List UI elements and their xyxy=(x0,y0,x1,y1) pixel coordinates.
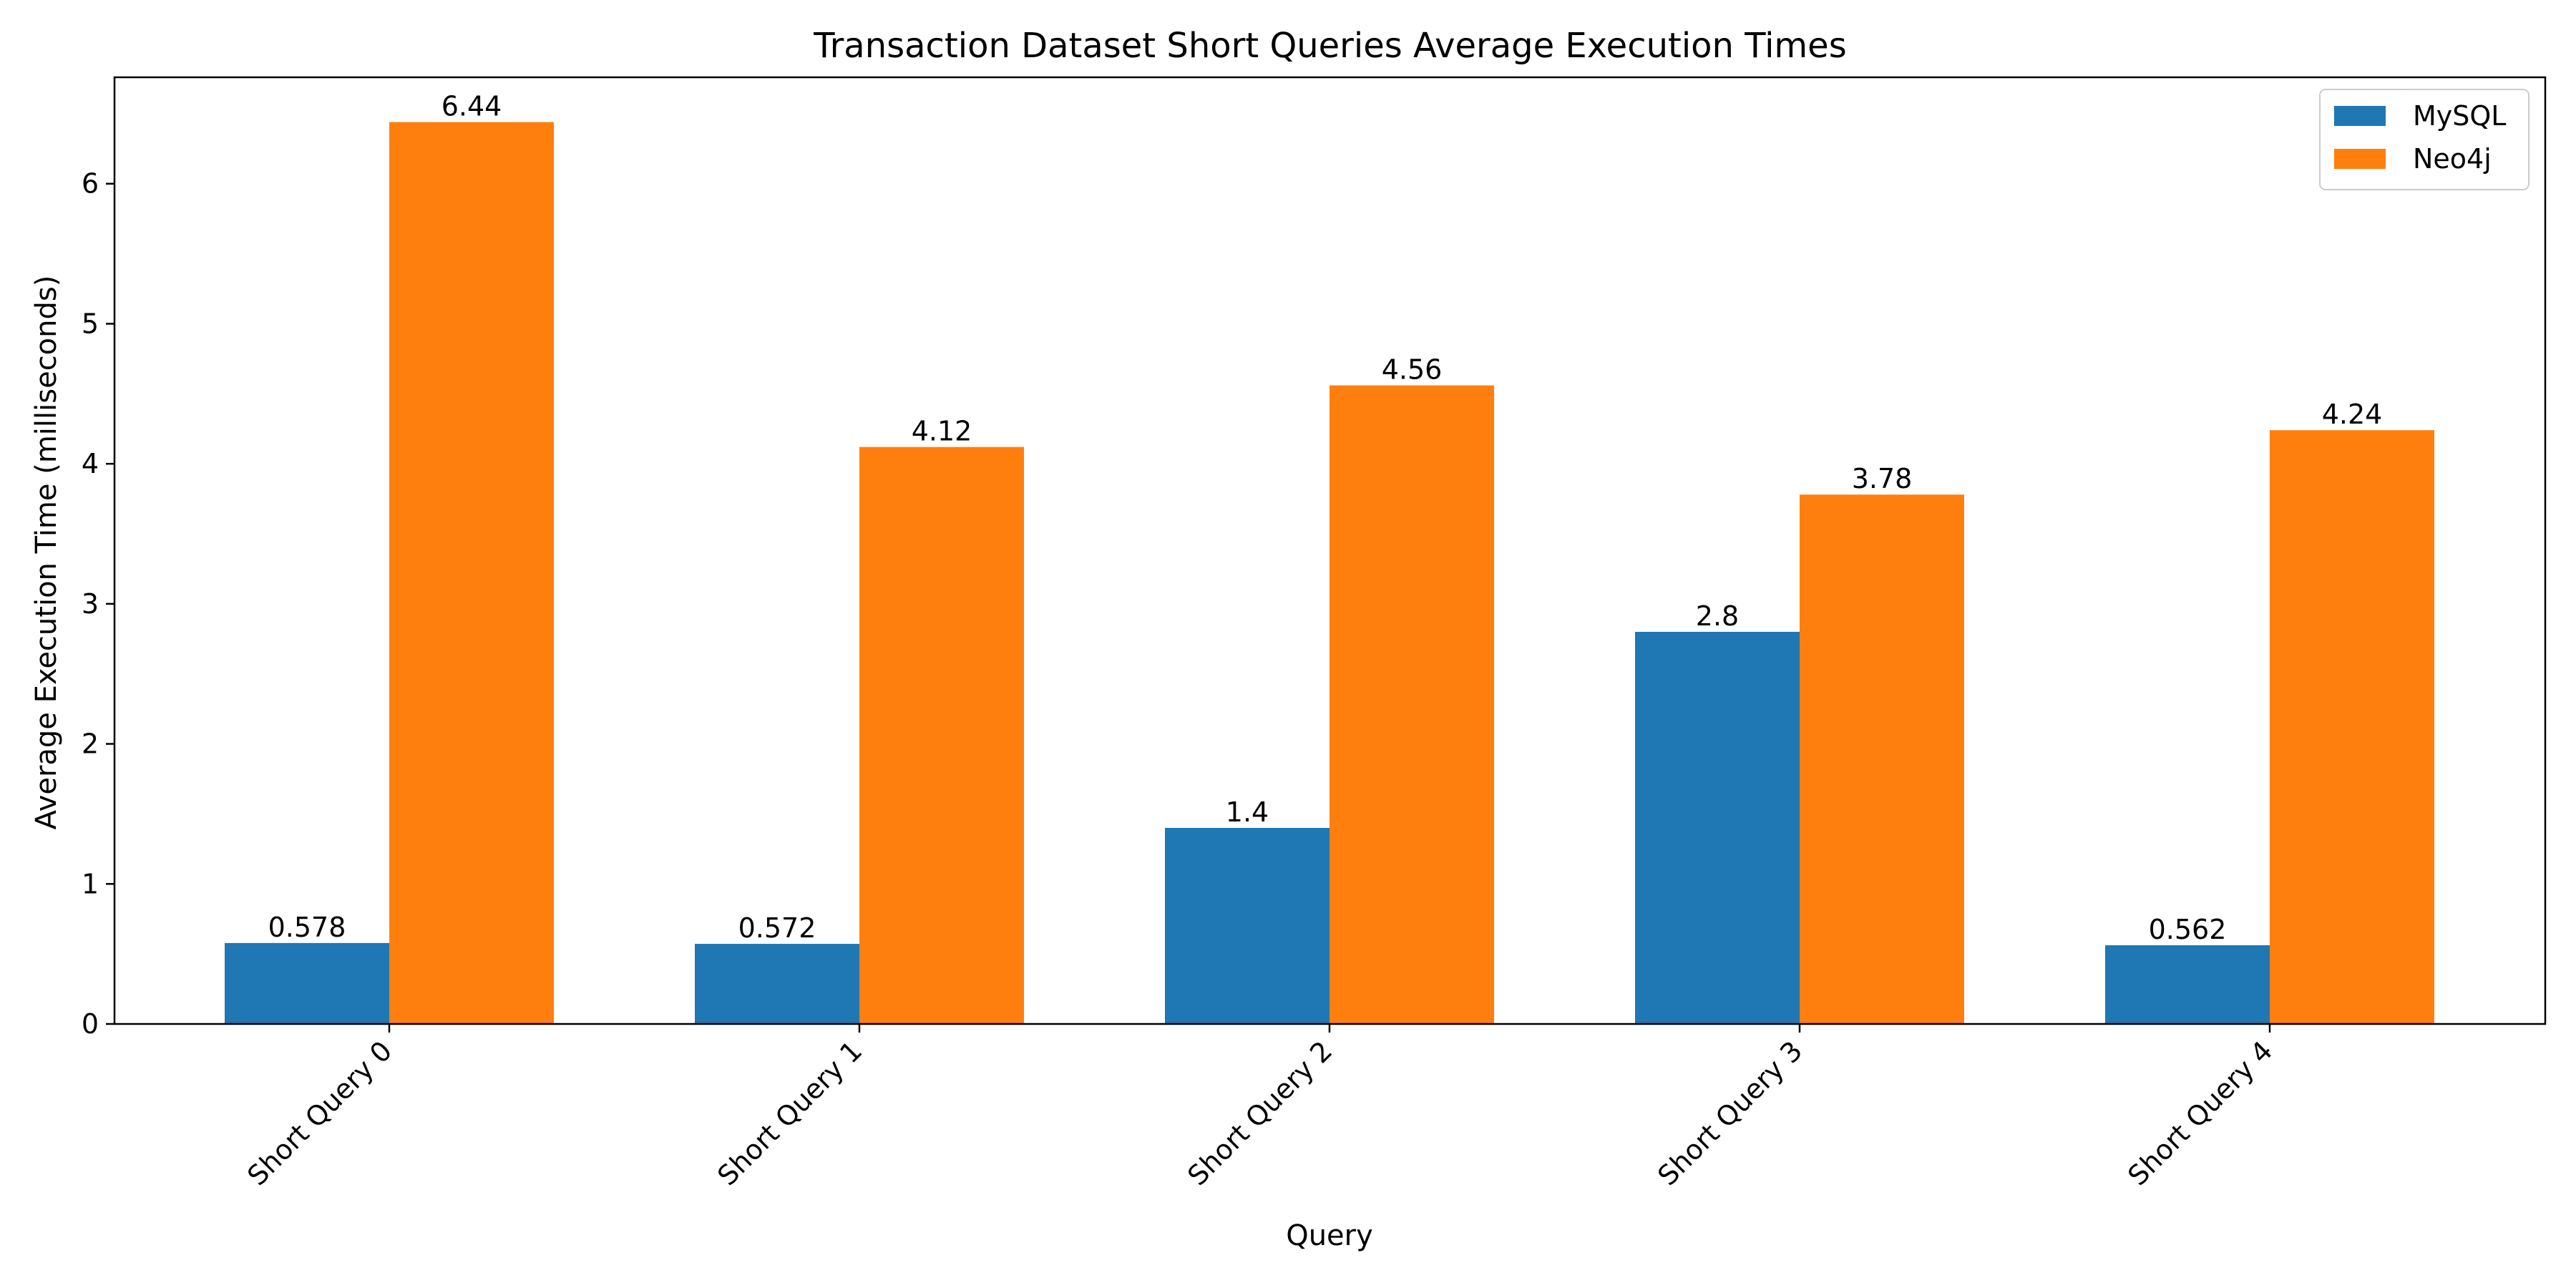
bar-mysql-1 xyxy=(695,944,859,1024)
y-tick-label-3: 3 xyxy=(82,588,99,620)
legend-label-neo4j: Neo4j xyxy=(2413,143,2492,175)
bar-mysql-2 xyxy=(1165,828,1330,1024)
y-tick-label-2: 2 xyxy=(82,728,99,760)
bar-neo4j-3 xyxy=(1800,494,1964,1024)
legend-swatch-mysql xyxy=(2334,106,2386,126)
bar-neo4j-4 xyxy=(2270,430,2434,1024)
bar-neo4j-2 xyxy=(1330,385,1494,1024)
value-label-mysql-0: 0.578 xyxy=(268,912,346,943)
value-label-mysql-2: 1.4 xyxy=(1226,796,1269,828)
value-label-neo4j-4: 4.24 xyxy=(2322,399,2383,430)
value-label-neo4j-0: 6.44 xyxy=(441,91,502,122)
legend-swatch-neo4j xyxy=(2334,149,2386,169)
bar-mysql-4 xyxy=(2105,945,2270,1024)
y-tick-label-6: 6 xyxy=(82,168,99,200)
x-axis-label: Query xyxy=(1286,1219,1373,1252)
value-label-neo4j-1: 4.12 xyxy=(912,416,972,447)
value-label-mysql-3: 2.8 xyxy=(1696,600,1739,632)
value-label-neo4j-3: 3.78 xyxy=(1852,463,1913,494)
y-tick-label-1: 1 xyxy=(82,868,99,899)
y-tick-label-5: 5 xyxy=(82,308,99,339)
bar-neo4j-0 xyxy=(389,122,554,1025)
value-label-mysql-1: 0.572 xyxy=(738,912,816,944)
chart-title: Transaction Dataset Short Queries Averag… xyxy=(813,26,1846,66)
value-labels-layer: 0.578 0.572 1.4 2.8 0.562 6.44 4.12 4.56 3.78 4.2… xyxy=(268,91,2383,945)
y-tick-label-0: 0 xyxy=(82,1008,99,1040)
bars-layer xyxy=(225,122,2434,1025)
value-label-neo4j-2: 4.56 xyxy=(1382,354,1443,386)
bar-mysql-0 xyxy=(225,942,389,1024)
value-label-mysql-4: 0.562 xyxy=(2149,914,2227,945)
bar-mysql-3 xyxy=(1635,632,1800,1024)
y-tick-label-4: 4 xyxy=(82,448,99,479)
legend: MySQL Neo4j xyxy=(2319,89,2529,190)
legend-label-mysql: MySQL xyxy=(2413,100,2506,132)
y-axis-label: Average Execution Time (milliseconds) xyxy=(30,275,63,830)
bar-neo4j-1 xyxy=(859,447,1024,1024)
